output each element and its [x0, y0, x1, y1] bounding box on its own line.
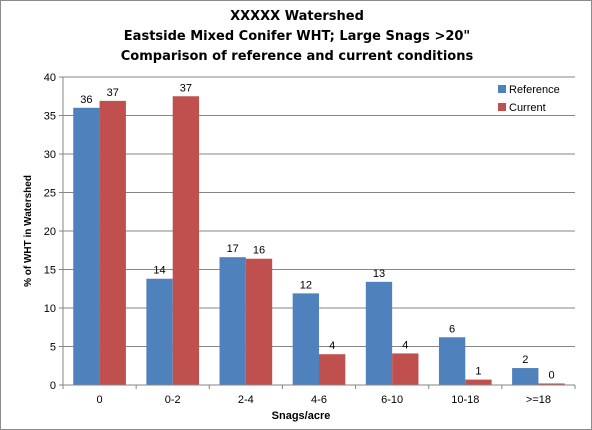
bar-reference	[292, 293, 319, 385]
legend: Reference Current	[498, 84, 560, 114]
y-tick-label: 20	[44, 226, 56, 238]
bar-current	[392, 353, 419, 385]
data-label: 4	[402, 339, 408, 351]
data-label: 16	[253, 245, 265, 257]
bar-reference	[146, 278, 173, 385]
data-label: 2	[522, 354, 528, 366]
x-tick-label: 2-4	[238, 394, 254, 406]
data-label: 4	[329, 340, 335, 352]
data-label: 37	[180, 82, 192, 94]
y-tick-label: 40	[44, 72, 56, 84]
legend-swatch-reference	[498, 85, 506, 93]
x-tick-label: 10-18	[451, 394, 479, 406]
x-axis-title: Snags/acre	[272, 410, 331, 422]
y-tick-label: 0	[50, 380, 56, 392]
legend-label-current: Current	[509, 102, 546, 114]
bar-reference	[219, 257, 246, 385]
bar-current	[538, 383, 565, 385]
bar-current	[172, 96, 200, 385]
x-tick-label: 4-6	[311, 394, 327, 406]
y-tick-label: 10	[44, 303, 56, 315]
chart-title-line-3: Comparison of reference and current cond…	[120, 49, 474, 64]
bar-current	[319, 354, 346, 385]
x-tick-label: 0	[97, 394, 103, 406]
data-label: 0	[549, 369, 555, 381]
bar-reference	[365, 281, 393, 385]
bar-reference	[438, 337, 466, 385]
bar-reference	[73, 107, 100, 386]
data-label: 6	[449, 323, 455, 335]
bar-current	[465, 379, 492, 385]
y-tick-label: 35	[44, 111, 56, 123]
data-label: 12	[300, 279, 312, 291]
y-tick-label: 25	[44, 188, 56, 200]
legend-label-reference: Reference	[509, 84, 560, 96]
x-tick-label: 0-2	[165, 394, 181, 406]
chart-title-line-2: Eastside Mixed Conifer WHT; Large Snags …	[123, 29, 471, 44]
bars	[73, 96, 565, 386]
x-tick-label: >=18	[526, 394, 551, 406]
data-label: 13	[373, 268, 385, 280]
x-tick-label: 6-10	[381, 394, 403, 406]
data-label: 17	[227, 243, 239, 255]
y-tick-label: 5	[50, 342, 56, 354]
y-tick-label: 15	[44, 265, 56, 277]
bar-current	[99, 100, 126, 386]
y-axis-title: % of WHT in Watershed	[23, 175, 34, 287]
data-label: 1	[475, 366, 481, 378]
chart-title-line-1: XXXXX Watershed	[230, 9, 364, 24]
bar-reference	[512, 368, 539, 385]
data-label: 14	[153, 265, 165, 277]
legend-swatch-current	[498, 103, 506, 111]
data-label: 37	[107, 87, 119, 99]
bar-current	[245, 258, 273, 385]
y-tick-label: 30	[44, 149, 56, 161]
data-label: 36	[80, 94, 92, 106]
